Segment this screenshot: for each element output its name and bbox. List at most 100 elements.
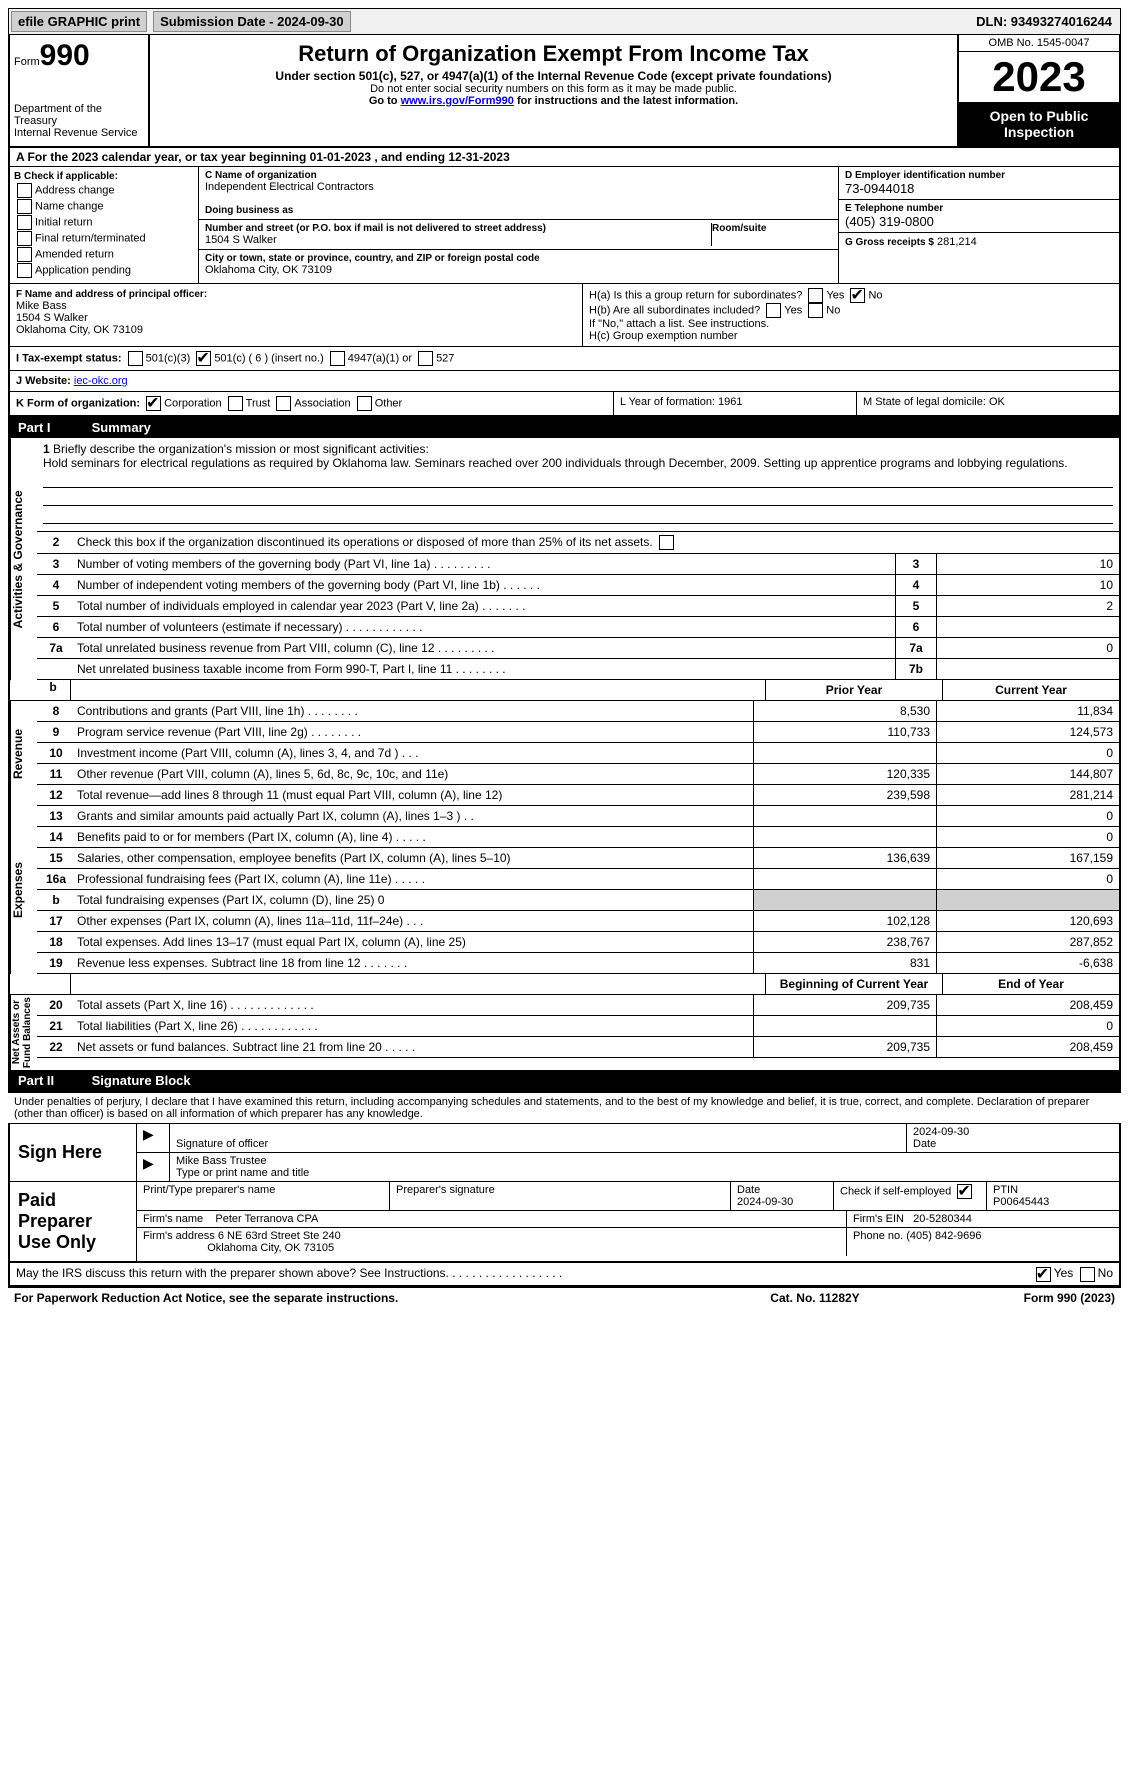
l16a-desc: Professional fundraising fees (Part IX, …: [75, 869, 753, 889]
street: 1504 S Walker: [205, 234, 711, 246]
print-preparer-label: Print/Type preparer's name: [143, 1184, 275, 1196]
l14-curr: 0: [936, 827, 1119, 847]
ha-no-checkbox[interactable]: [850, 288, 865, 303]
city-label: City or town, state or province, country…: [205, 253, 832, 264]
dept-label: Department of the Treasury Internal Reve…: [14, 103, 144, 139]
part2-header: Part II Signature Block: [10, 1070, 1119, 1091]
l22-curr: 208,459: [936, 1037, 1119, 1057]
form-title: Return of Organization Exempt From Incom…: [158, 41, 949, 67]
side-governance: Activities & Governance: [10, 438, 37, 680]
application-pending-checkbox[interactable]: [17, 263, 32, 278]
year-box: OMB No. 1545-0047 2023 Open to Public In…: [957, 35, 1119, 146]
form-frame: Form990 Department of the Treasury Inter…: [8, 35, 1121, 1093]
part2-title: Signature Block: [92, 1073, 191, 1088]
l13-curr: 0: [936, 806, 1119, 826]
revenue-section: Revenue 8Contributions and grants (Part …: [10, 701, 1119, 806]
discuss-yes-checkbox[interactable]: [1036, 1267, 1051, 1282]
501c3-label: 501(c)(3): [146, 352, 191, 364]
address-change-label: Address change: [35, 184, 115, 196]
arrow-icon: [137, 1153, 170, 1181]
l19-curr: -6,638: [936, 953, 1119, 973]
row-f-h: F Name and address of principal officer:…: [10, 284, 1119, 347]
l8-desc: Contributions and grants (Part VIII, lin…: [75, 701, 753, 721]
footer: For Paperwork Reduction Act Notice, see …: [8, 1287, 1121, 1308]
arrow-icon: [137, 1124, 170, 1152]
room-label: Room/suite: [712, 223, 832, 234]
l22-desc: Net assets or fund balances. Subtract li…: [75, 1037, 753, 1057]
line2-checkbox[interactable]: [659, 535, 674, 550]
dba-label: Doing business as: [205, 205, 832, 216]
l10-desc: Investment income (Part VIII, column (A)…: [75, 743, 753, 763]
state-domicile: M State of legal domicile: OK: [856, 392, 1119, 415]
gross-receipts-label: G Gross receipts $: [845, 237, 934, 248]
l19-desc: Revenue less expenses. Subtract line 18 …: [75, 953, 753, 973]
initial-return-checkbox[interactable]: [17, 215, 32, 230]
527-checkbox[interactable]: [418, 351, 433, 366]
line4-val: 10: [936, 575, 1119, 595]
l9-curr: 124,573: [936, 722, 1119, 742]
form-number: 990: [40, 39, 90, 72]
4947-checkbox[interactable]: [330, 351, 345, 366]
i-label: I Tax-exempt status:: [16, 352, 122, 364]
begin-year-hdr: Beginning of Current Year: [765, 974, 942, 994]
b-title: B Check if applicable:: [14, 171, 194, 182]
l15-desc: Salaries, other compensation, employee b…: [75, 848, 753, 868]
l10-curr: 0: [936, 743, 1119, 763]
l18-prior: 238,767: [753, 932, 936, 952]
l9-desc: Program service revenue (Part VIII, line…: [75, 722, 753, 742]
hb-note: If "No," attach a list. See instructions…: [589, 318, 1113, 330]
association-label: Association: [294, 397, 350, 409]
trust-label: Trust: [246, 397, 271, 409]
hb-yes-checkbox[interactable]: [766, 303, 781, 318]
address-change-checkbox[interactable]: [17, 183, 32, 198]
l11-prior: 120,335: [753, 764, 936, 784]
ha-yes-checkbox[interactable]: [808, 288, 823, 303]
501c-checkbox[interactable]: [196, 351, 211, 366]
hb-no-checkbox[interactable]: [808, 303, 823, 318]
firm-name: Peter Terranova CPA: [215, 1213, 318, 1225]
corporation-checkbox[interactable]: [146, 396, 161, 411]
other-checkbox[interactable]: [357, 396, 372, 411]
501c3-checkbox[interactable]: [128, 351, 143, 366]
line3-val: 10: [936, 554, 1119, 574]
ptin: P00645443: [993, 1196, 1049, 1208]
expenses-section: Expenses 13Grants and similar amounts pa…: [10, 806, 1119, 974]
side-revenue: Revenue: [10, 701, 37, 806]
association-checkbox[interactable]: [276, 396, 291, 411]
net-assets-section: Net Assets or Fund Balances 20Total asse…: [10, 995, 1119, 1070]
activities-governance: Activities & Governance 1 Briefly descri…: [10, 438, 1119, 680]
sig-date: 2024-09-30: [913, 1126, 969, 1138]
trust-checkbox[interactable]: [228, 396, 243, 411]
amended-return-checkbox[interactable]: [17, 247, 32, 262]
name-change-checkbox[interactable]: [17, 199, 32, 214]
website-link[interactable]: iec-okc.org: [74, 375, 128, 387]
other-label: Other: [375, 397, 403, 409]
ptin-label: PTIN: [993, 1184, 1018, 1196]
l13-prior: [753, 806, 936, 826]
line3-desc: Number of voting members of the governin…: [75, 554, 895, 574]
final-return-checkbox[interactable]: [17, 231, 32, 246]
ssn-note: Do not enter social security numbers on …: [158, 83, 949, 95]
perjury-statement: Under penalties of perjury, I declare th…: [8, 1093, 1121, 1124]
l18-desc: Total expenses. Add lines 13–17 (must eq…: [75, 932, 753, 952]
firm-phone: (405) 842-9696: [906, 1230, 981, 1242]
efile-button[interactable]: efile GRAPHIC print: [11, 11, 147, 32]
row-i: I Tax-exempt status: 501(c)(3) 501(c) ( …: [10, 347, 1119, 371]
mission-text: Hold seminars for electrical regulations…: [43, 456, 1068, 470]
discuss-question: May the IRS discuss this return with the…: [16, 1266, 1033, 1281]
l14-prior: [753, 827, 936, 847]
irs-link[interactable]: www.irs.gov/Form990: [401, 95, 514, 107]
l11-desc: Other revenue (Part VIII, column (A), li…: [75, 764, 753, 784]
self-employed-checkbox[interactable]: [957, 1184, 972, 1199]
l16b-prior: [753, 890, 936, 910]
l15-curr: 167,159: [936, 848, 1119, 868]
discuss-no-checkbox[interactable]: [1080, 1267, 1095, 1282]
line4-desc: Number of independent voting members of …: [75, 575, 895, 595]
l12-prior: 239,598: [753, 785, 936, 805]
check-applicable: B Check if applicable: Address change Na…: [10, 167, 199, 283]
pra-notice: For Paperwork Reduction Act Notice, see …: [14, 1291, 715, 1305]
form-label: Form: [14, 56, 40, 68]
officer-city: Oklahoma City, OK 73109: [16, 324, 143, 336]
4947-label: 4947(a)(1) or: [348, 352, 412, 364]
tax-year: 2023: [959, 52, 1119, 102]
